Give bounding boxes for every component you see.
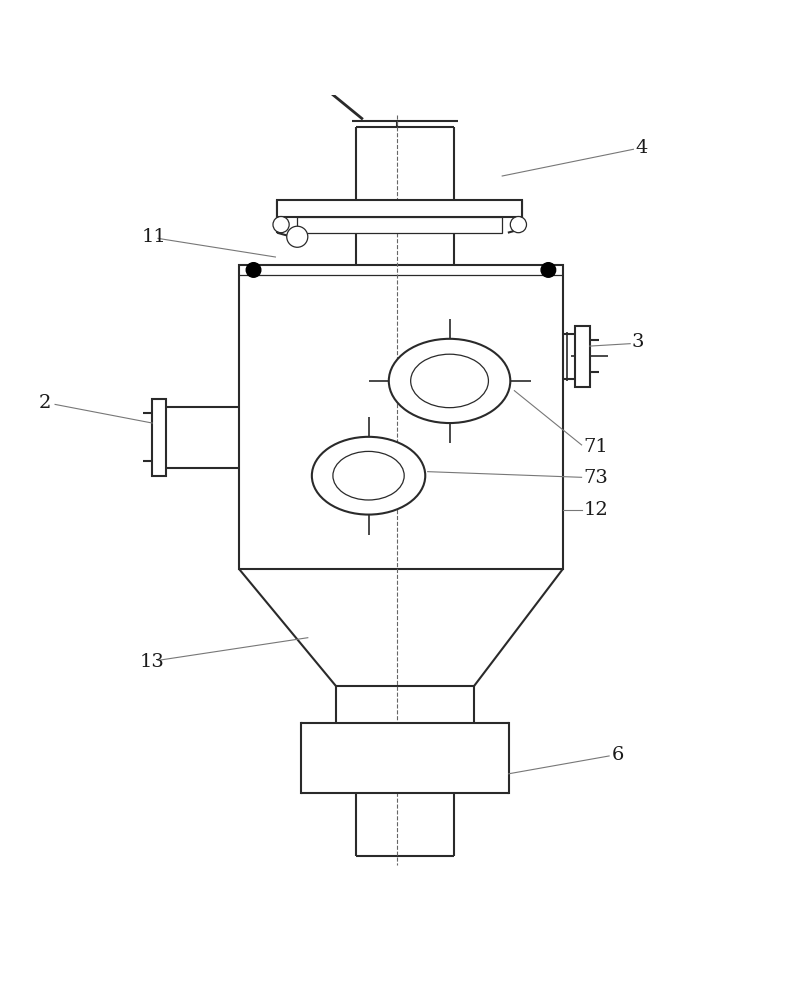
Circle shape <box>273 217 289 233</box>
Ellipse shape <box>389 339 510 423</box>
Text: 12: 12 <box>583 501 608 519</box>
Text: 6: 6 <box>612 746 624 764</box>
Text: 73: 73 <box>583 469 608 487</box>
Bar <box>297 217 502 233</box>
Bar <box>239 265 563 569</box>
Circle shape <box>287 226 308 247</box>
Circle shape <box>246 263 261 277</box>
Bar <box>301 723 509 793</box>
Text: 3: 3 <box>632 333 644 351</box>
Ellipse shape <box>411 354 488 408</box>
Ellipse shape <box>333 451 404 500</box>
Text: 71: 71 <box>583 438 608 456</box>
Text: 2: 2 <box>39 394 51 412</box>
Text: 11: 11 <box>142 228 167 246</box>
Circle shape <box>541 263 556 277</box>
Text: 4: 4 <box>636 139 648 157</box>
Bar <box>575 326 590 387</box>
Circle shape <box>510 217 526 233</box>
Bar <box>152 399 166 476</box>
Bar <box>277 200 522 217</box>
Ellipse shape <box>312 437 425 515</box>
Text: 13: 13 <box>139 653 164 671</box>
